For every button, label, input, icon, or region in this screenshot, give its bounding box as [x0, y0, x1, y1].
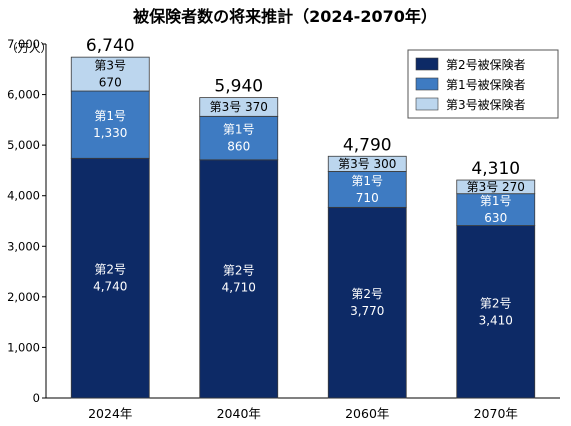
segment-label: 第1号 1,330	[93, 109, 127, 140]
legend-swatch	[415, 77, 439, 91]
y-tick-label: 3,000	[7, 239, 40, 253]
segment-label: 第3号 300	[338, 157, 396, 171]
segment-label: 第1号 630	[480, 194, 512, 225]
bar-segment	[456, 193, 536, 226]
bar-total-label: 4,790	[343, 135, 392, 155]
chart-title: 被保険者数の将来推計（2024-2070年）	[133, 7, 437, 26]
bar-total-label: 4,310	[471, 159, 520, 179]
y-tick-label: 7,000	[7, 37, 40, 51]
legend-swatch	[415, 57, 439, 71]
segment-label: 第2号 4,710	[222, 263, 256, 294]
bar-total-label: 6,740	[86, 36, 135, 56]
y-tick-label: 0	[33, 391, 40, 405]
y-tick-label: 5,000	[7, 138, 40, 152]
bar-segment	[70, 90, 150, 159]
segment-label: 第1号 710	[351, 174, 383, 205]
bar-segment	[456, 225, 536, 399]
y-tick-label: 4,000	[7, 189, 40, 203]
segment-label: 第3号 370	[210, 100, 268, 114]
segment-label: 第2号 3,770	[350, 287, 384, 318]
segment-label: 第1号 860	[223, 123, 255, 154]
bar-segment	[199, 115, 279, 161]
bar-segment	[456, 179, 536, 195]
x-category-label: 2040年	[217, 406, 261, 421]
x-category-label: 2060年	[345, 406, 389, 421]
legend-label: 第1号被保険者	[446, 78, 526, 92]
bar-segment	[327, 206, 407, 399]
bar-segment	[70, 157, 150, 399]
legend-label: 第3号被保険者	[446, 98, 526, 112]
bar-total-label: 5,940	[214, 77, 263, 97]
bar-segment	[70, 56, 150, 92]
bar-segment	[199, 159, 279, 399]
segment-label: 第2号 4,740	[93, 263, 127, 294]
plot-area: 0 1,000 2,000 3,000 4,000 5,000 6,000 7,000 第2号 4…	[7, 36, 560, 421]
y-tick-label: 6,000	[7, 88, 40, 102]
x-category-label: 2070年	[474, 406, 518, 421]
segment-label: 第3号 670	[94, 59, 126, 90]
segment-label: 第3号 270	[467, 180, 525, 194]
y-tick-label: 1,000	[7, 340, 40, 354]
y-axis-unit-label: （万人）	[6, 41, 52, 55]
legend-swatch	[415, 97, 439, 111]
bar-segment	[327, 171, 407, 208]
bar-segment	[199, 97, 279, 117]
y-tick-label: 2,000	[7, 290, 40, 304]
x-category-label: 2024年	[88, 406, 132, 421]
bar-segment	[327, 155, 407, 172]
legend-label: 第2号被保険者	[446, 58, 526, 72]
segment-label: 第2号 3,410	[479, 296, 513, 327]
